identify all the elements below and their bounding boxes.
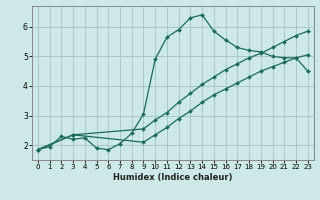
X-axis label: Humidex (Indice chaleur): Humidex (Indice chaleur) bbox=[113, 173, 233, 182]
